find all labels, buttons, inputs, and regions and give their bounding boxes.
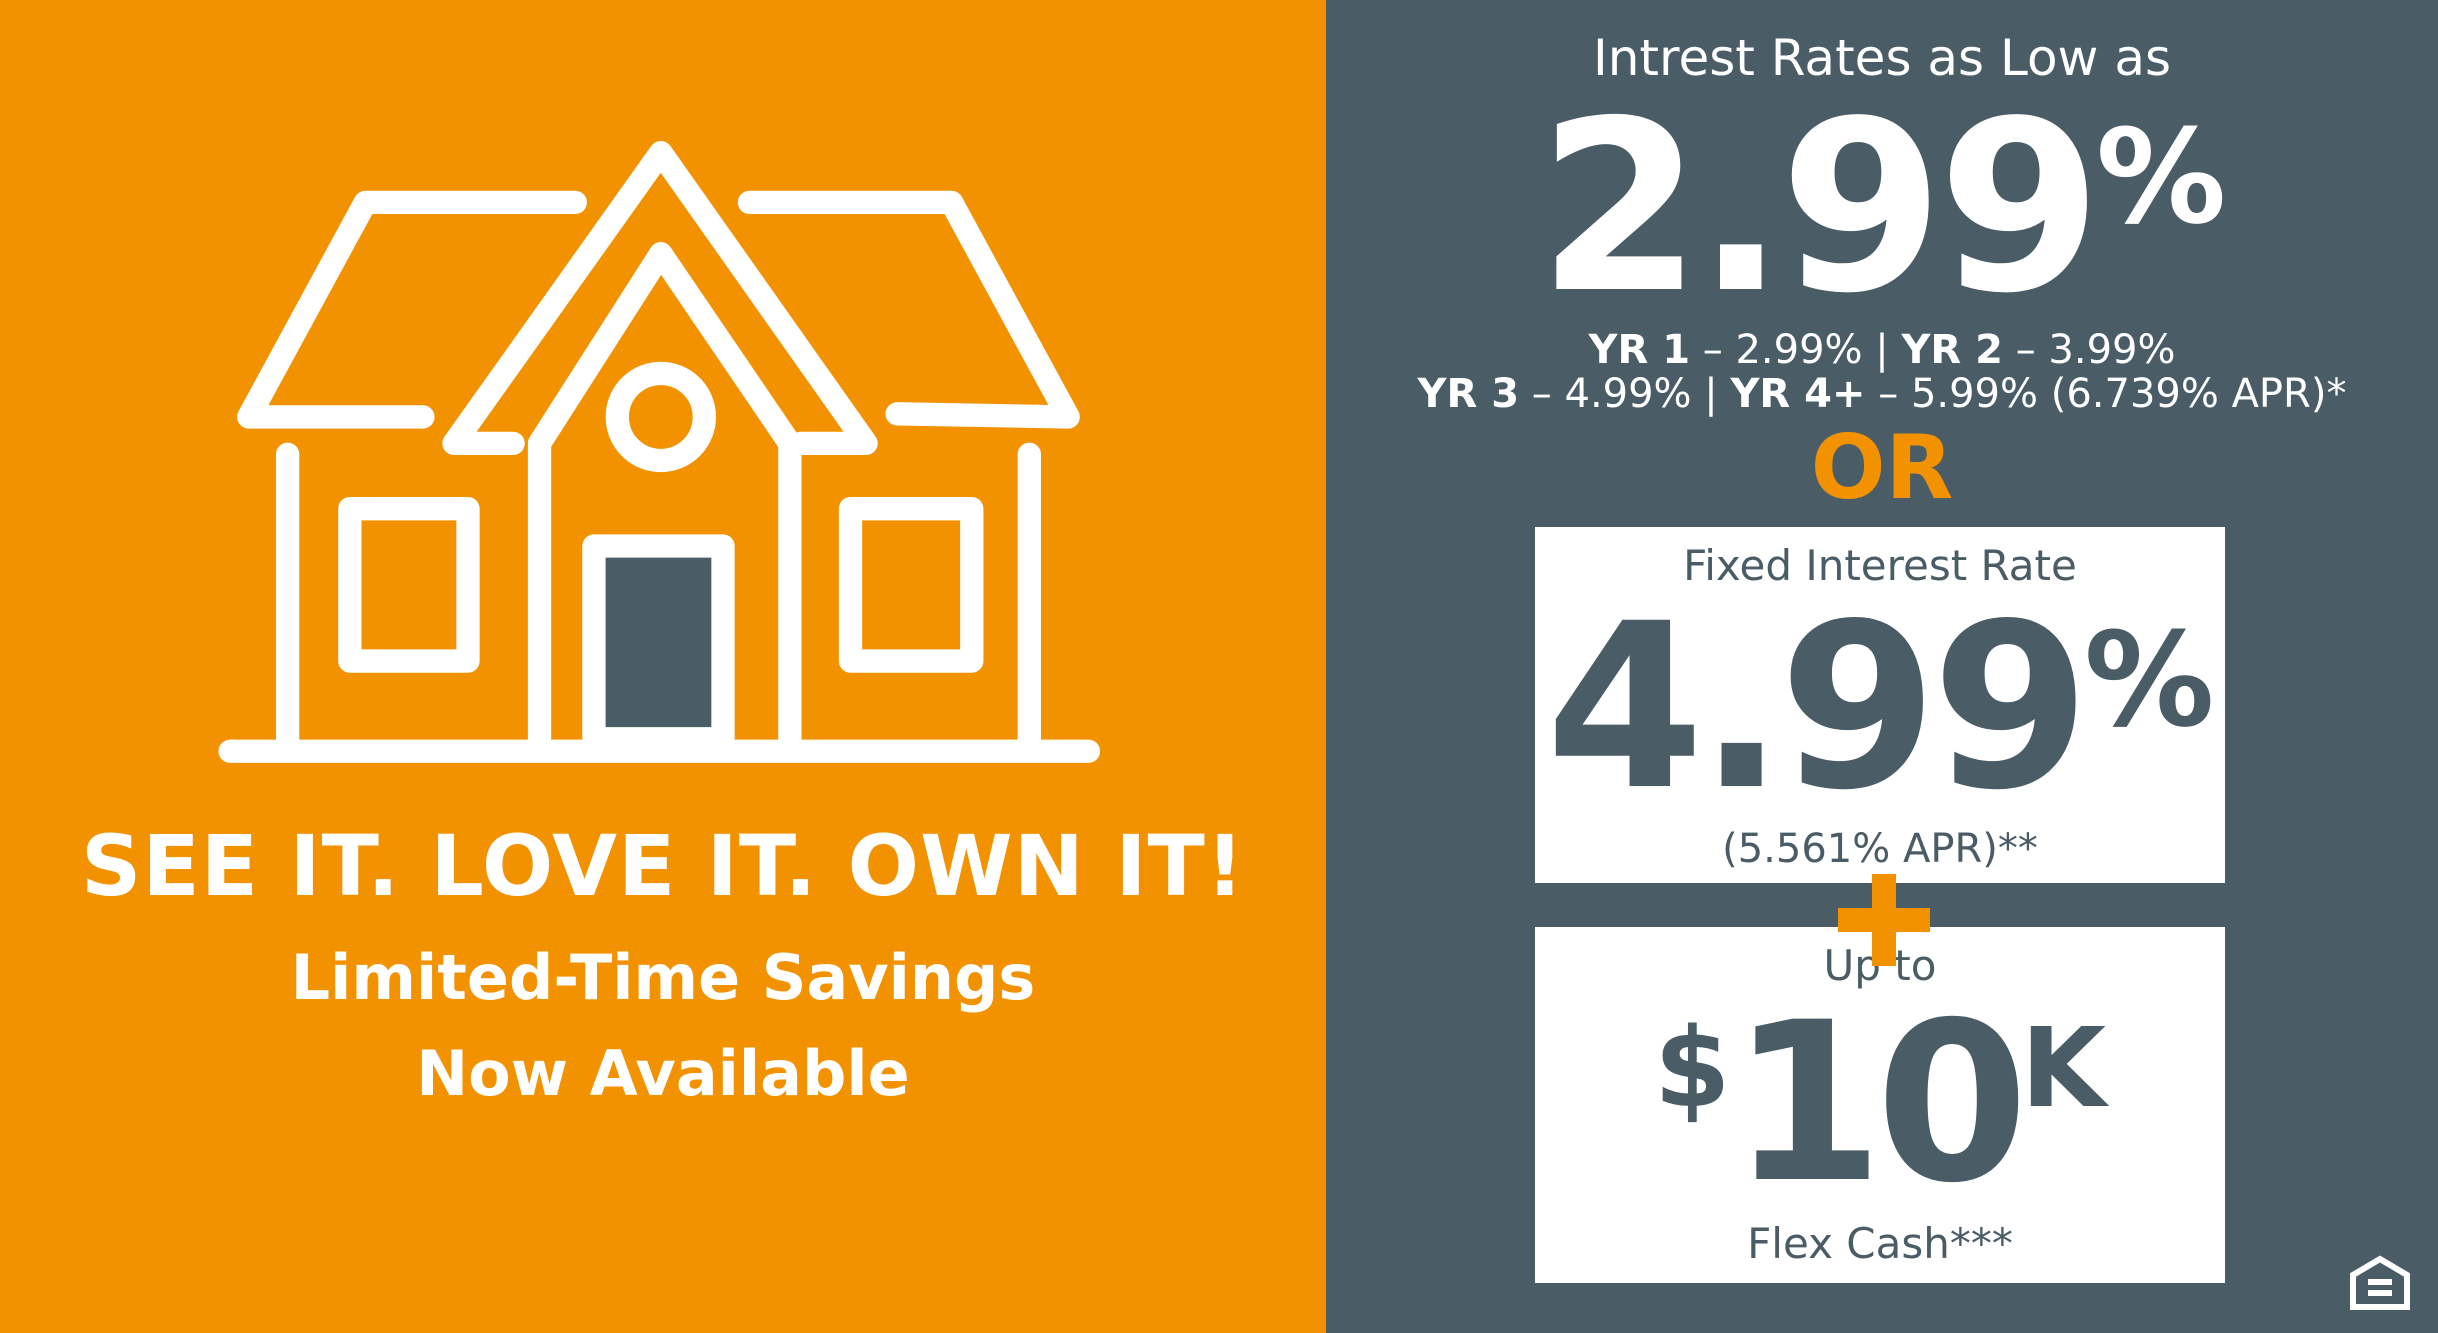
yr4-label: YR 4+ [1730,371,1866,417]
rate-schedule-line-1: YR 1 – 2.99% | YR 2 – 3.99% [1326,328,2438,372]
fixed-rate-label: Fixed Interest Rate [1683,541,2077,590]
yr2-value: – 3.99% [2002,327,2176,373]
headline-rate-value: 2.99 [1537,70,2102,345]
yr3-value: – 4.99% | [1519,371,1731,417]
subheadline-line-1: Limited-Time Savings [290,941,1036,1014]
headline-rate-percent: % [2096,101,2227,253]
subheadline-line-2: Now Available [416,1037,910,1110]
equal-housing-opportunity-icon [2350,1255,2410,1310]
plus-icon [1838,874,1930,966]
fixed-rate: 4.99% [1535,593,2225,821]
thousand-suffix: K [2020,1004,2106,1132]
headline: SEE IT. LOVE IT. OWN IT! [80,817,1246,915]
rate-schedule-line-2: YR 3 – 4.99% | YR 4+ – 5.99% (6.739% APR… [1326,372,2438,416]
or-divider: OR [1810,416,1954,519]
flex-cash-amount: $10K [1535,993,2225,1213]
headline-rate: 2.99% [1326,90,2438,326]
intro-text: Intrest Rates as Low as [1592,29,2172,87]
yr2-label: YR 2 [1901,327,2003,373]
fixed-rate-percent: % [2084,604,2215,756]
yr1-label: YR 1 [1588,327,1691,373]
dollar-sign: $ [1654,1004,1731,1132]
yr1-value: – 2.99% | [1690,327,1902,373]
fixed-rate-apr: (5.561% APR)** [1722,826,2038,872]
flex-cash-value: 10 [1730,975,2029,1231]
flex-cash-box: Up to $10K Flex Cash*** [1535,927,2225,1283]
subheadline: Limited-Time Savings Now Available [0,930,1326,1122]
fixed-rate-box: Fixed Interest Rate 4.99% (5.561% APR)** [1535,527,2225,883]
flex-cash-caption: Flex Cash*** [1747,1219,2013,1268]
yr3-label: YR 3 [1417,371,1520,417]
yr4-value: – 5.99% (6.739% APR)* [1865,371,2347,417]
fixed-rate-value: 4.99 [1545,574,2091,840]
